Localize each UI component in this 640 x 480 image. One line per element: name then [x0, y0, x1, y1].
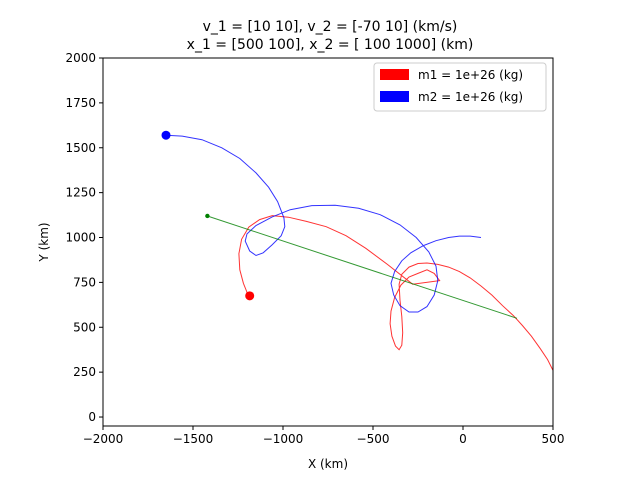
- chart-title-line1: v_1 = [10 10], v_2 = [-70 10] (km/s): [203, 19, 458, 35]
- y-tick-label: 1250: [65, 186, 96, 200]
- y-tick-label: 1750: [65, 96, 96, 110]
- x-tick-label: −1500: [173, 432, 214, 446]
- center-of-mass-trajectory-line: [207, 215, 518, 319]
- center-of-mass-trajectory-marker: [205, 213, 210, 219]
- plot-frame: [102, 57, 554, 427]
- x-axis-label: X (km): [308, 457, 348, 471]
- legend-label-m2: m2 = 1e+26 (kg): [418, 90, 523, 104]
- x-tick-label: −2000: [83, 432, 124, 446]
- y-tick-label: 1000: [65, 231, 96, 245]
- x-tick-label: −1000: [263, 432, 304, 446]
- y-tick-label: 500: [73, 320, 96, 334]
- m1-trajectory-marker: [245, 291, 255, 301]
- marker-layer: [161, 130, 255, 301]
- x-tick-label: 0: [459, 432, 467, 446]
- legend-swatch-m2: [380, 91, 409, 102]
- legend-swatch-m1: [380, 69, 409, 80]
- m2-trajectory-line: [165, 134, 482, 313]
- x-tick-label: 500: [542, 432, 565, 446]
- y-axis-label: Y (km): [37, 222, 51, 262]
- m2-trajectory-marker: [161, 130, 171, 140]
- y-axis: 0 250 500 750 1000 1250 1500 1750 2000: [65, 51, 103, 424]
- y-tick-label: 2000: [65, 51, 96, 65]
- y-tick-label: 1500: [65, 141, 96, 155]
- chart-title-line2: x_1 = [500 100], x_2 = [ 100 1000] (km): [187, 37, 474, 53]
- x-axis: −2000 −1500 −1000 −500 0 500: [83, 426, 565, 446]
- series-layer: [165, 134, 553, 371]
- y-tick-label: 750: [73, 275, 96, 289]
- y-tick-label: 250: [73, 365, 96, 379]
- legend-label-m1: m1 = 1e+26 (kg): [418, 68, 523, 82]
- y-tick-label: 0: [88, 410, 96, 424]
- legend: m1 = 1e+26 (kg) m2 = 1e+26 (kg): [373, 62, 547, 112]
- legend-box: [373, 62, 547, 112]
- x-tick-label: −500: [357, 432, 390, 446]
